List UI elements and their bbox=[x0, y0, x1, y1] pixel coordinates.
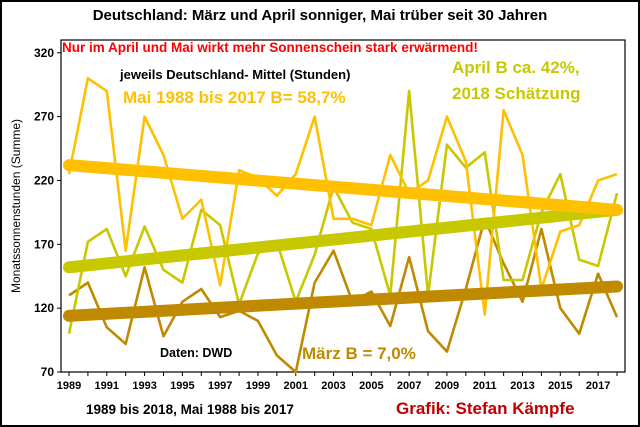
x-tick-label: 2001 bbox=[284, 380, 308, 392]
y-axis-label: Monatssonnenstunden (Summe) bbox=[9, 119, 23, 293]
plot-area bbox=[60, 39, 626, 373]
annotation-mai: Mai 1988 bis 2017 B= 58,7% bbox=[123, 88, 346, 107]
annotation-mittel: jeweils Deutschland- Mittel (Stunden) bbox=[120, 67, 351, 82]
x-tick-label: 2015 bbox=[548, 380, 572, 392]
x-tick-label: 2017 bbox=[586, 380, 610, 392]
trend-line-maerz bbox=[63, 280, 623, 322]
x-tick-label: 2011 bbox=[473, 380, 497, 392]
annotation-april-2: 2018 Schätzung bbox=[452, 84, 581, 103]
annotation-daten: Daten: DWD bbox=[160, 346, 233, 360]
chart-subtitle: Nur im April und Mai wirkt mehr Sonnensc… bbox=[62, 40, 478, 55]
chart-title: Deutschland: März und April sonniger, Ma… bbox=[92, 7, 548, 24]
x-tick-label: 2003 bbox=[321, 380, 345, 392]
y-tick-label: 270 bbox=[34, 110, 54, 124]
x-tick-label: 1993 bbox=[132, 380, 156, 392]
y-tick-label: 220 bbox=[34, 173, 54, 187]
annotation-april-1: April B ca. 42%, bbox=[452, 58, 580, 77]
x-tick-label: 1997 bbox=[208, 380, 232, 392]
annotation-maerz: März B = 7,0% bbox=[302, 344, 416, 363]
x-tick-label: 2005 bbox=[359, 380, 383, 392]
y-tick-label: 320 bbox=[34, 46, 54, 60]
series-line-mai bbox=[67, 77, 618, 316]
annotation-grafik: Grafik: Stefan Kämpfe bbox=[396, 399, 575, 418]
trend-line-april bbox=[63, 203, 623, 274]
annotation-zeitraum: 1989 bis 2018, Mai 1988 bis 2017 bbox=[86, 402, 294, 417]
y-tick-label: 120 bbox=[34, 301, 54, 315]
x-tick-label: 2007 bbox=[397, 380, 421, 392]
x-tick-label: 2013 bbox=[510, 380, 534, 392]
x-tick-label: 1995 bbox=[170, 380, 194, 392]
y-tick-label: 170 bbox=[34, 237, 54, 251]
y-tick-label: 70 bbox=[41, 365, 55, 379]
x-tick-label: 1999 bbox=[246, 380, 270, 392]
x-tick-label: 1989 bbox=[57, 380, 81, 392]
x-tick-label: 2009 bbox=[435, 380, 459, 392]
trend-line-mai bbox=[63, 159, 623, 216]
x-tick-label: 1991 bbox=[95, 380, 119, 392]
